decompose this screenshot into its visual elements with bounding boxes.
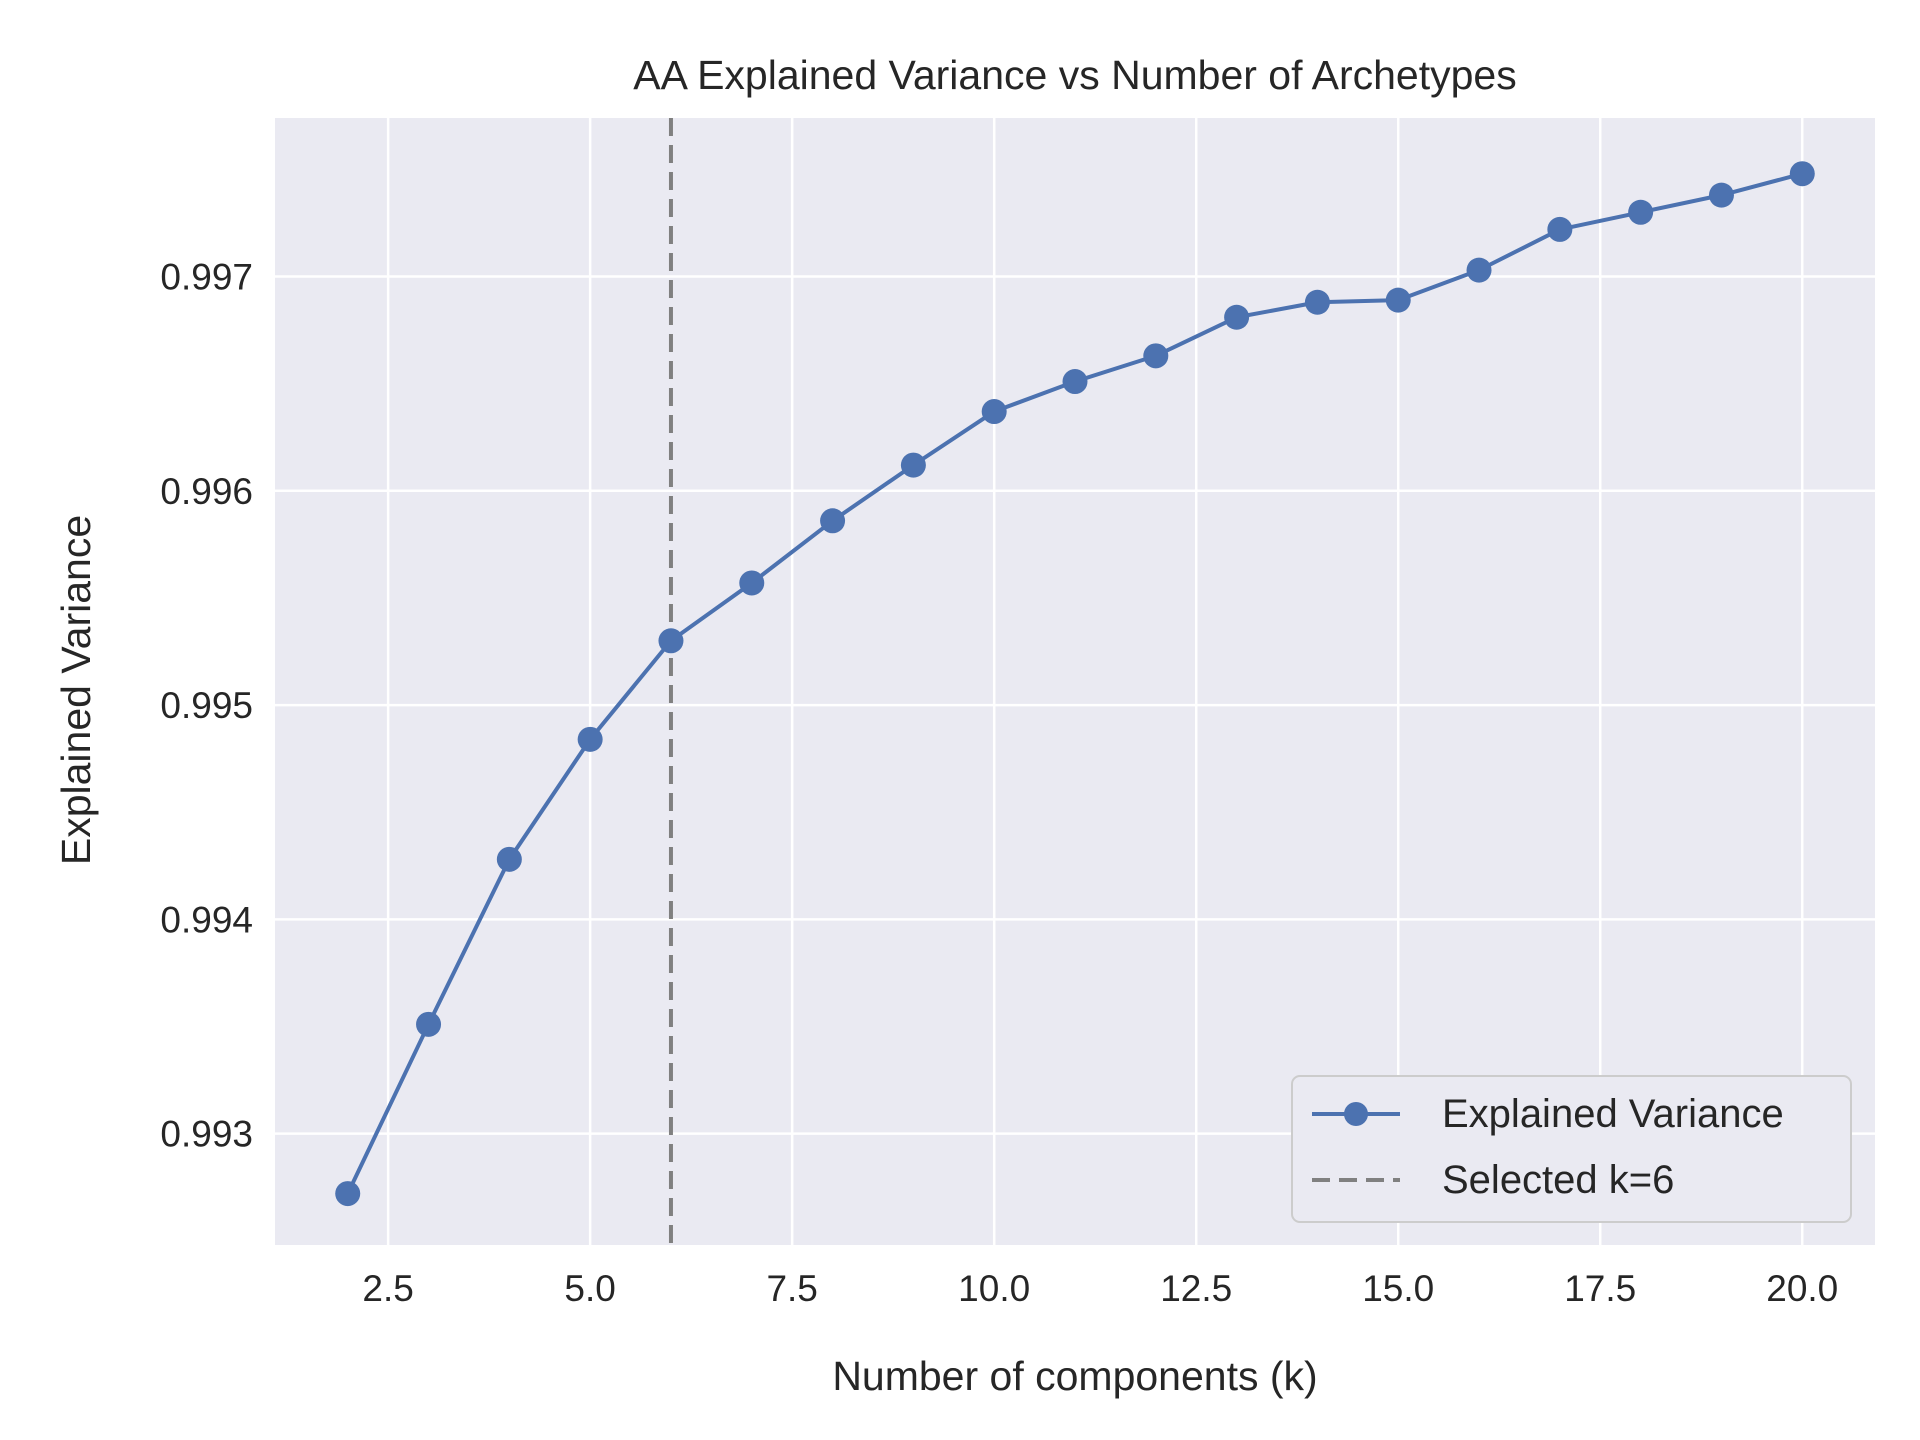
x-tick-label: 17.5 [1564, 1268, 1636, 1309]
data-point [900, 452, 926, 478]
x-axis-label: Number of components (k) [832, 1353, 1317, 1399]
grid-lines [275, 118, 1875, 1245]
data-point [1466, 257, 1492, 283]
y-tick-label: 0.993 [160, 1114, 253, 1155]
y-tick-label: 0.994 [160, 899, 253, 940]
legend-label-explained-variance: Explained Variance [1442, 1092, 1784, 1136]
y-tick-label: 0.996 [160, 471, 253, 512]
y-axis-label: Explained Variance [53, 515, 99, 865]
legend-marker-explained-variance [1344, 1102, 1368, 1126]
data-point [1547, 216, 1573, 242]
x-tick-label: 5.0 [564, 1268, 615, 1309]
data-point [1628, 199, 1654, 225]
plot-background [275, 118, 1875, 1245]
data-point [1385, 287, 1411, 313]
data-point [981, 399, 1007, 425]
data-point [416, 1011, 442, 1037]
tick-labels: 2.5 5.0 7.5 10.0 12.5 15.0 17.5 20.0 0.993 0.994 0… [160, 257, 1838, 1309]
x-tick-label: 20.0 [1766, 1268, 1838, 1309]
x-tick-label: 7.5 [766, 1268, 817, 1309]
data-point [1143, 343, 1169, 369]
data-point [1304, 289, 1330, 315]
x-tick-label: 2.5 [362, 1268, 413, 1309]
y-tick-label: 0.995 [160, 685, 253, 726]
legend-label-selected-k: Selected k=6 [1442, 1158, 1674, 1202]
data-point [1789, 161, 1815, 187]
chart-title: AA Explained Variance vs Number of Arche… [633, 52, 1516, 98]
series-layer [335, 161, 1815, 1207]
data-point [658, 628, 684, 654]
data-point [577, 726, 603, 752]
legend: Explained Variance Selected k=6 [1291, 1075, 1852, 1223]
data-point [1708, 182, 1734, 208]
x-tick-label: 15.0 [1362, 1268, 1434, 1309]
data-point [1224, 304, 1250, 330]
data-point [820, 508, 846, 534]
x-tick-label: 12.5 [1160, 1268, 1232, 1309]
legend-box [1291, 1075, 1852, 1223]
data-point [739, 570, 765, 596]
data-point [496, 846, 522, 872]
data-point [335, 1181, 361, 1207]
data-point [1062, 369, 1088, 395]
x-tick-label: 10.0 [958, 1268, 1030, 1309]
y-tick-label: 0.997 [160, 257, 253, 298]
